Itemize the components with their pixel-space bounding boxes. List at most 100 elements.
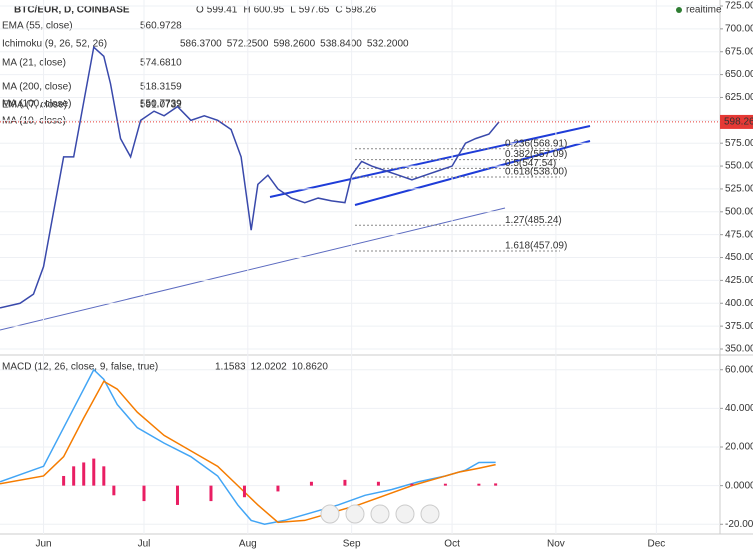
histogram-bar: [62, 475, 66, 486]
y-tick-label: 425.00: [725, 275, 753, 286]
histogram-bar: [175, 485, 179, 505]
legend-value: 591.0732: [140, 100, 182, 111]
legend-value: 550.7739: [140, 99, 182, 110]
symbol: BTC/EUR, D, COINBASE: [14, 5, 130, 16]
fib-label: 1.27(485.24): [505, 215, 562, 226]
nav-buttons: [320, 504, 440, 524]
ohlc-part: L: [290, 5, 296, 16]
legend-name: MA (100, close): [2, 99, 71, 110]
x-tick-label: Sep: [343, 539, 361, 550]
legend-name: Ichimoku (9, 26, 52, 26): [2, 39, 107, 50]
x-tick-label: Jul: [138, 539, 151, 550]
histogram-bar: [443, 483, 447, 486]
fib-label: 0.618(538.00): [505, 167, 567, 178]
y-tick-label: 375.00: [725, 321, 753, 332]
series-line: [0, 45, 500, 309]
ohlc-part: 599.41: [207, 5, 238, 16]
legend: EMA (55, close) 560.9728 Ichimoku (9, 26, …: [2, 21, 409, 127]
legend-value: 538.8400: [320, 39, 362, 50]
x-tick-label: Nov: [547, 539, 565, 550]
ohlc-part: H: [243, 5, 250, 16]
legend-value: 574.6810: [140, 58, 182, 69]
scroll-left-button[interactable]: [345, 504, 365, 524]
realtime-dot: [676, 7, 682, 13]
trend-line: [269, 125, 591, 198]
legend-value: 598.2600: [273, 39, 315, 50]
y-tick-label: 575.00: [725, 138, 753, 149]
ohlc-part: 598.26: [346, 5, 377, 16]
y-tick-label: 0.0000: [725, 480, 753, 491]
x-tick-label: Oct: [444, 539, 460, 550]
histogram-bar: [209, 485, 213, 502]
y-tick-label: 400.00: [725, 298, 753, 309]
legend-value: 532.2000: [367, 39, 409, 50]
histogram-bar: [276, 485, 280, 492]
y-tick-label: 20.0000: [725, 442, 753, 453]
histogram-bar: [410, 483, 414, 486]
fib-label: 0.382(557.09): [505, 149, 567, 160]
y-tick-label: 650.00: [725, 69, 753, 80]
histogram-bar: [112, 485, 116, 496]
y-tick-label: 675.00: [725, 46, 753, 57]
x-tick-label: Dec: [647, 539, 665, 550]
y-tick-label: 550.00: [725, 161, 753, 172]
legend-name: MA (200, close): [2, 82, 71, 93]
histogram-bar: [102, 466, 106, 486]
y-tick-label: 350.00: [725, 344, 753, 355]
realtime: realtime: [686, 5, 722, 16]
legend-name: EMA (55, close): [2, 21, 73, 32]
fib-label: 0.236(568.91): [505, 138, 567, 149]
y-tick-label: 725.00: [725, 1, 753, 12]
histogram-bar: [72, 466, 76, 486]
ohlc: O 599.41 H 600.95 L 597.65 C 598.26: [196, 5, 377, 16]
y-tick-label: 500.00: [725, 206, 753, 217]
ma-200-line: [0, 207, 506, 331]
y-tick-label: 700.00: [725, 24, 753, 35]
histogram-bar: [376, 481, 380, 486]
fib-label: 1.618(457.09): [505, 241, 567, 252]
y-tick-label: 475.00: [725, 229, 753, 240]
legend-name: EMA (7, close): [2, 100, 67, 111]
macd-value: 10.8620: [292, 362, 329, 373]
zoom-in-button[interactable]: [395, 504, 415, 524]
legend-name: MA (10, close): [2, 116, 66, 127]
scroll-right-button[interactable]: [420, 504, 440, 524]
histogram-bar: [242, 485, 246, 498]
x-tick-label: Aug: [239, 539, 257, 550]
macd-title: MACD (12, 26, close, 9, false, true): [2, 362, 158, 373]
last-price-label: 598.26: [724, 117, 753, 128]
zoom-out-button[interactable]: [320, 504, 340, 524]
ohlc-part: O: [196, 5, 204, 16]
histogram-bar: [92, 458, 96, 486]
histogram-bar: [343, 479, 347, 486]
macd-value: 12.0202: [251, 362, 288, 373]
reset-button[interactable]: [370, 504, 390, 524]
ohlc-part: 600.95: [254, 5, 285, 16]
legend-value: 560.9728: [140, 21, 182, 32]
ohlc-part: 597.65: [299, 5, 330, 16]
histogram-bar: [309, 481, 313, 486]
series-line: [0, 380, 496, 524]
histogram-bar: [477, 483, 481, 486]
macd-value: 1.1583: [215, 362, 246, 373]
histogram-bar: [142, 485, 146, 502]
y-tick-label: 625.00: [725, 92, 753, 103]
legend-name: MA (21, close): [2, 58, 66, 69]
trend-line: [354, 140, 591, 206]
y-tick-label: 40.0000: [725, 403, 753, 414]
histogram-bar: [82, 462, 86, 486]
y-tick-label: -20.0000: [725, 519, 753, 530]
y-tick-label: 525.00: [725, 184, 753, 195]
x-tick-label: Jun: [35, 539, 51, 550]
legend-value: 518.3159: [140, 82, 182, 93]
legend-value: 586.3700: [180, 39, 222, 50]
y-tick-label: 450.00: [725, 252, 753, 263]
y-tick-label: 60.0000: [725, 364, 753, 375]
ohlc-part: C: [335, 5, 342, 16]
fib-label: 0.5(547.54): [505, 158, 556, 169]
last-price-badge: [720, 114, 753, 129]
histogram-bar: [494, 483, 498, 486]
